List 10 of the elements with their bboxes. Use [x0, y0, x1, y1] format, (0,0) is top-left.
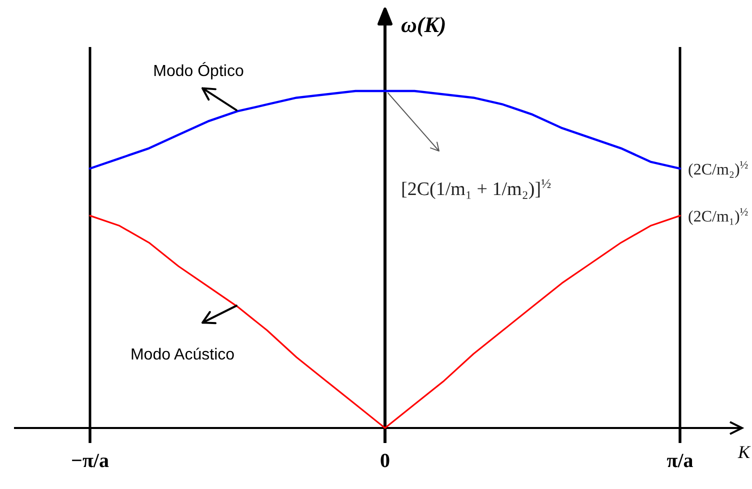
annotation: [2C(1/m₁ + 1/m₂)]$^{½}$ — [401, 176, 552, 200]
annotation: (2C/m₂)$^{½}$ — [688, 160, 748, 179]
annotation: (2C/m₁)$^{½}$ — [688, 206, 748, 226]
x-tick-label: π/a — [666, 450, 694, 472]
series-label: Modo Óptico — [153, 62, 244, 80]
x-tick-label: 0 — [380, 450, 390, 472]
x-axis-title: K — [736, 442, 751, 462]
x-tick-label: −π/a — [71, 450, 109, 472]
text: Modo Acústico — [130, 346, 235, 364]
y-axis-title: ω(K) — [401, 12, 446, 37]
